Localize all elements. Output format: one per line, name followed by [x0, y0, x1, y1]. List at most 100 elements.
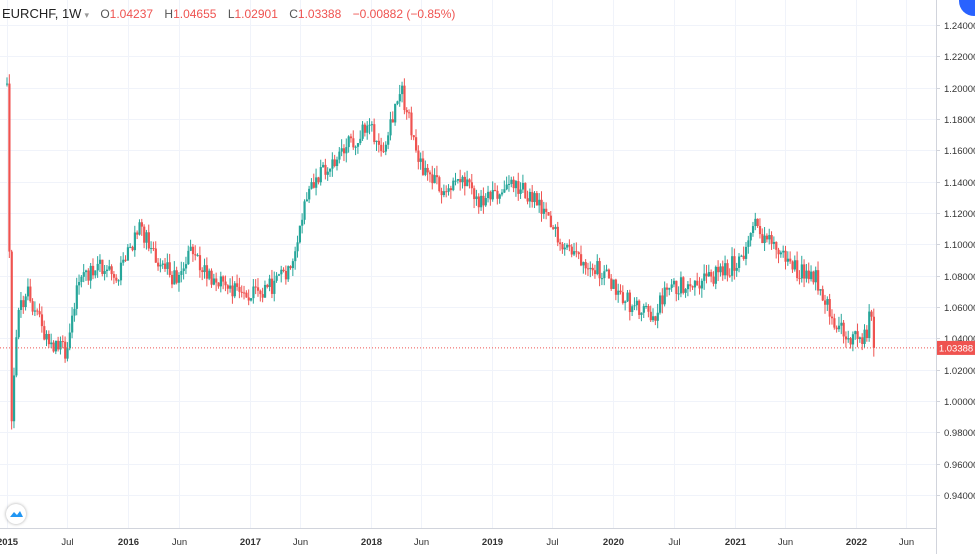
candle-body [477, 196, 480, 208]
candle-body [512, 179, 515, 189]
candle-body [412, 135, 415, 138]
price-tick-label: 1.18000 [944, 115, 975, 126]
candle-body [68, 332, 71, 349]
candle-body [40, 314, 44, 327]
candle-body [854, 331, 857, 335]
price-tick-label: 1.14000 [944, 178, 975, 189]
candle-body [461, 176, 464, 183]
time-tick-label: 2018 [361, 537, 382, 548]
close-value: 1.03388 [297, 7, 342, 21]
candle-body [542, 208, 546, 214]
candle-body [814, 270, 817, 283]
candle-body [396, 101, 399, 104]
time-tick-label: 2020 [603, 537, 624, 548]
candle-body [861, 337, 864, 344]
candle-body [17, 309, 20, 338]
candle-body [484, 198, 487, 206]
logo-icon[interactable] [6, 504, 26, 524]
candle-body [835, 327, 838, 330]
candle-body [682, 277, 685, 293]
candle-body [317, 177, 320, 183]
candle-body [635, 300, 638, 306]
price-tick-label: 1.00000 [944, 397, 975, 408]
candle-body [868, 311, 871, 338]
candle-body [177, 274, 181, 283]
candle-body [647, 306, 650, 312]
candle-body [805, 270, 808, 279]
candle-body [340, 148, 343, 152]
candle-body [87, 270, 90, 281]
candle-body [47, 333, 51, 345]
candle-body [789, 258, 792, 262]
chevron-down-icon[interactable]: ▾ [84, 10, 89, 20]
candle-body [52, 342, 55, 352]
time-tick-label: Jun [778, 537, 793, 548]
candle-body [273, 280, 276, 294]
candle-body [503, 189, 506, 193]
candle-body [152, 248, 155, 250]
candle-body [319, 167, 322, 183]
candle-body [24, 296, 27, 308]
candle-body [373, 124, 376, 142]
candle-body [847, 338, 850, 340]
corner-action-button[interactable] [959, 0, 975, 16]
candle-body [459, 179, 462, 183]
candle-body [298, 225, 302, 243]
candle-body [710, 272, 713, 277]
time-tick-label: 2016 [118, 537, 139, 548]
time-tick-label: 2017 [240, 537, 261, 548]
candle-body [652, 316, 655, 321]
candle-body [731, 256, 734, 276]
candle-body [333, 159, 336, 167]
candle-body [840, 322, 843, 326]
candle-body [345, 147, 348, 154]
time-tick-label: 2015 [0, 537, 19, 548]
candle-body [289, 266, 292, 269]
candle-body [819, 289, 822, 291]
candle-body [693, 280, 697, 288]
candle-body [712, 276, 715, 284]
candle-body [719, 266, 722, 273]
candle-body [38, 311, 41, 315]
candle-body [50, 342, 53, 345]
low-key: L [227, 7, 235, 21]
price-axis: 1.24000 1.22000 1.20000 1.18000 1.16000 1.140… [936, 21, 975, 502]
candle-body [215, 278, 218, 283]
candle-body [733, 256, 736, 271]
candle-body [217, 282, 220, 287]
candle-body [15, 337, 18, 376]
candle-body [182, 268, 185, 272]
price-tick-label: 1.06000 [944, 303, 975, 314]
candle-body [740, 255, 743, 257]
candle-body [275, 275, 278, 281]
candle-body [582, 262, 585, 266]
candle-body [763, 235, 766, 244]
candle-body [475, 196, 478, 200]
candle-body [105, 269, 109, 272]
candle-body [573, 251, 576, 255]
candle-body [807, 270, 810, 280]
candle-body [772, 241, 776, 244]
candle-body [180, 271, 183, 275]
candle-body [619, 290, 622, 293]
candle-body [352, 138, 355, 148]
candle-body [559, 242, 562, 245]
candle-body [449, 188, 453, 191]
candle-body [405, 110, 408, 113]
candle-body [535, 193, 539, 206]
candle-body [714, 266, 717, 284]
symbol-label[interactable]: EURCHF, 1W [2, 6, 82, 21]
candle-body [463, 176, 466, 187]
candle-body [456, 179, 460, 181]
candle-body [837, 325, 841, 330]
candle-body [61, 341, 64, 343]
candle-body [354, 146, 357, 148]
candle-body [621, 292, 625, 303]
candle-body [598, 261, 601, 279]
candle-body [268, 278, 271, 288]
candle-body [85, 270, 88, 273]
candle-body [322, 164, 325, 168]
candle-body [721, 266, 724, 276]
candle-body [331, 159, 334, 169]
